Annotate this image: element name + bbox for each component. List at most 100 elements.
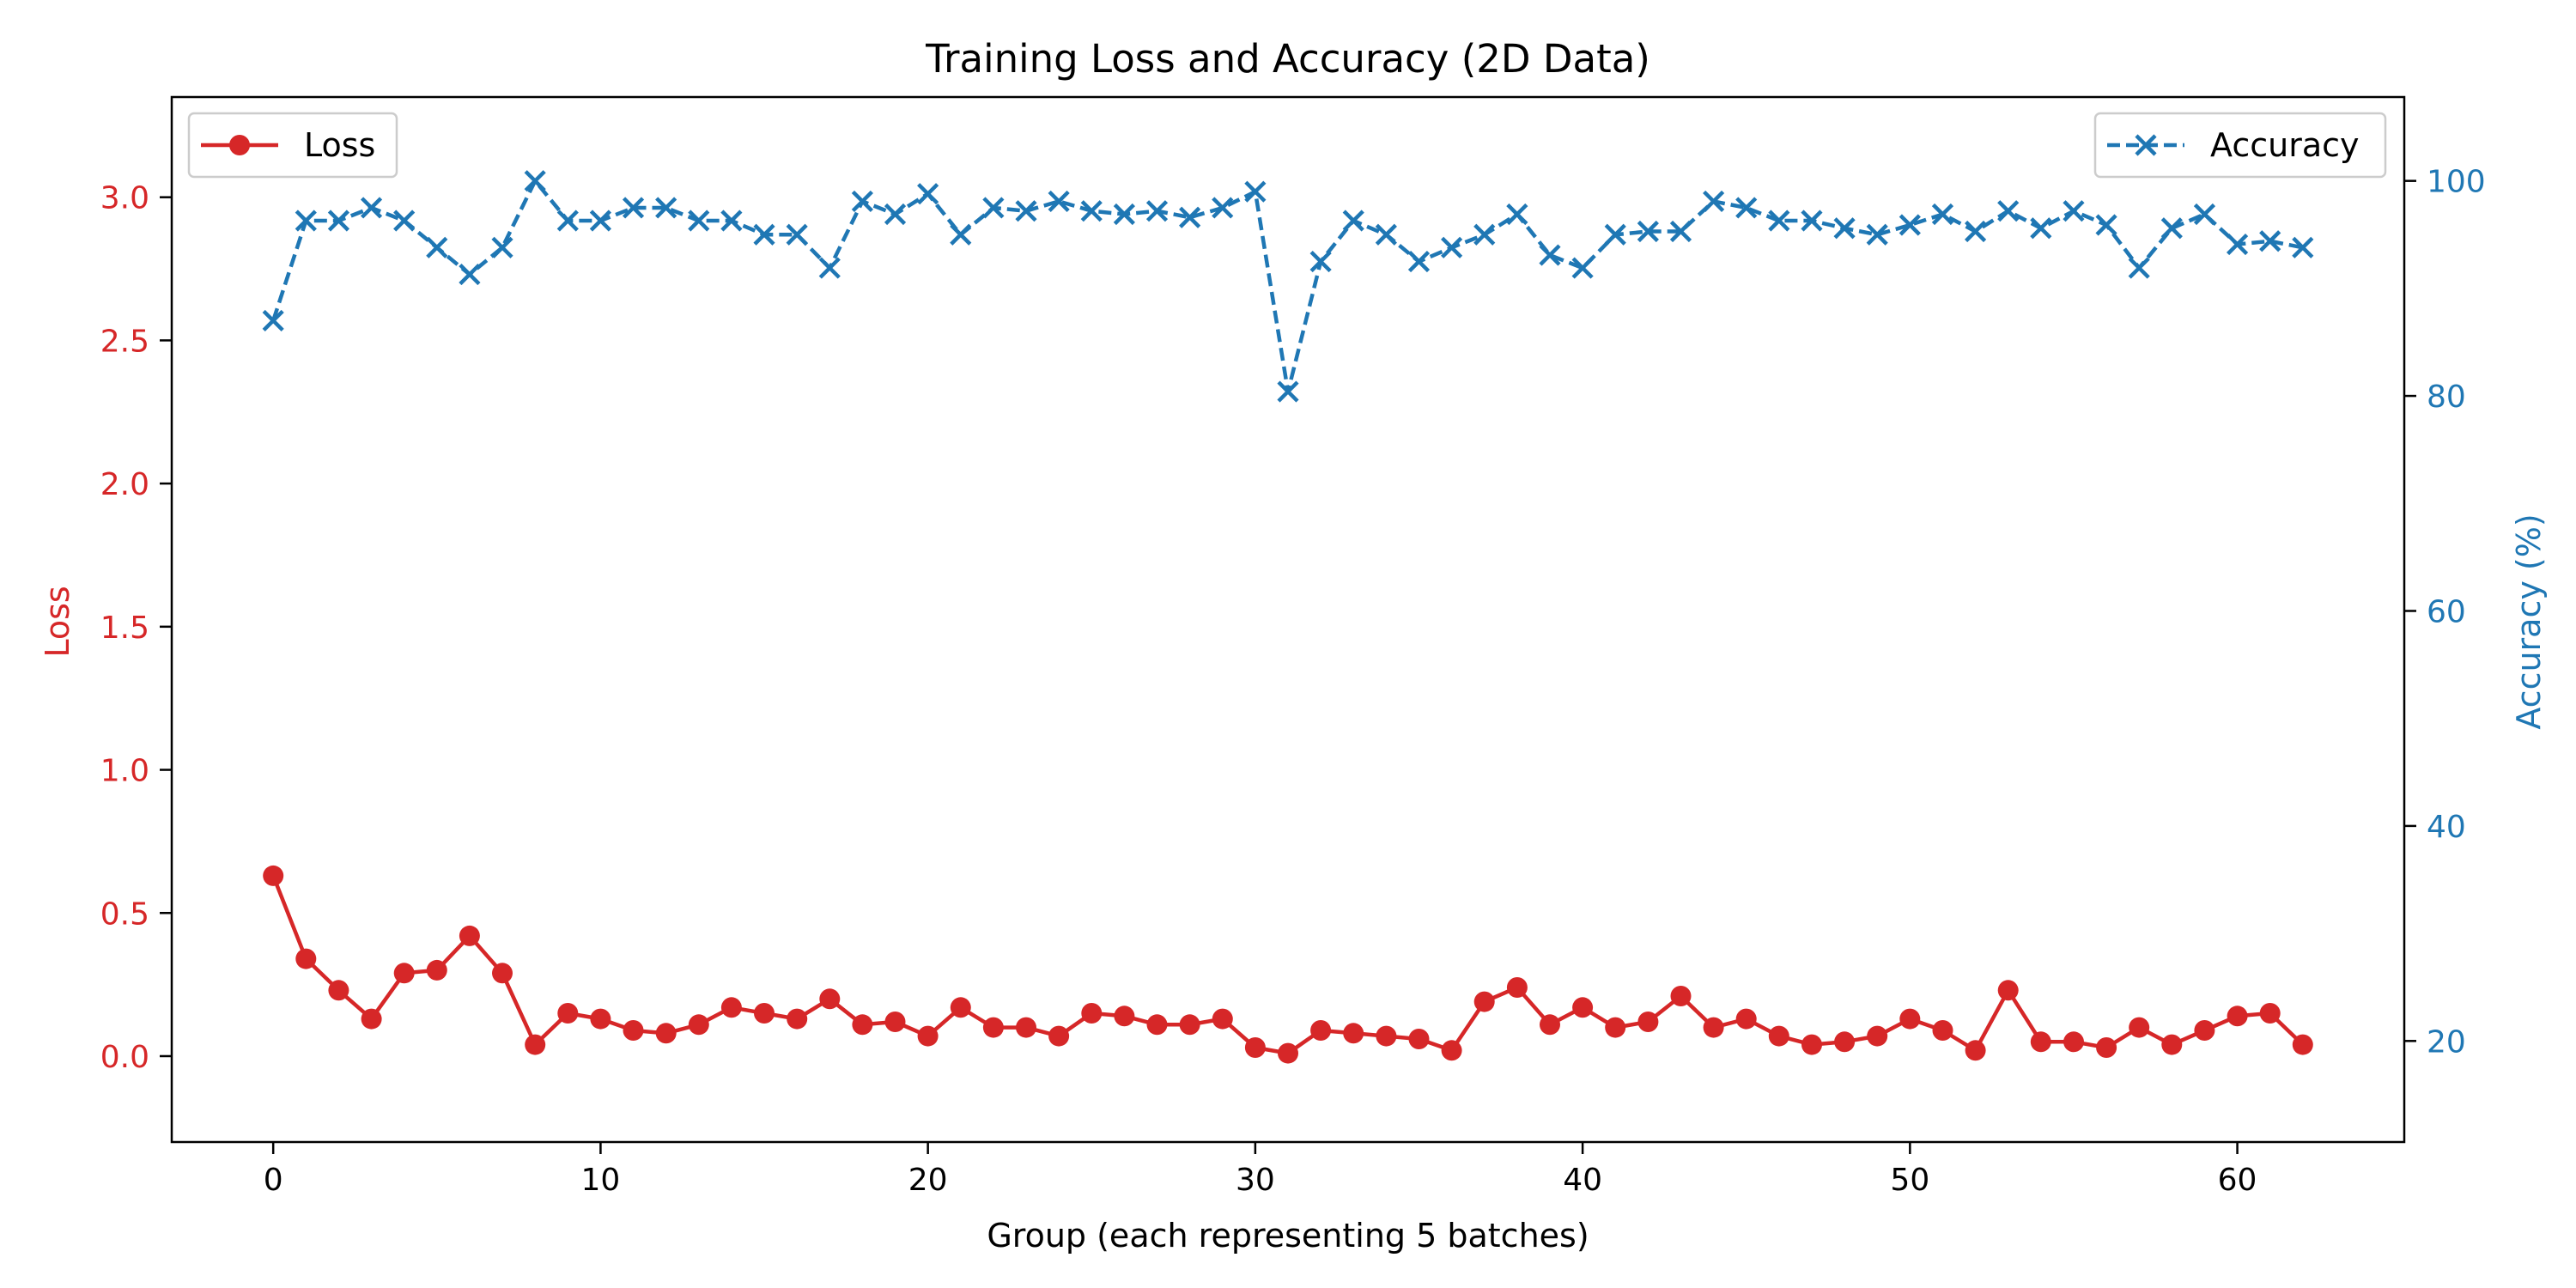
loss-point-23 [1016,1017,1036,1038]
axes: 0 10 20 30 40 50 60 0.0 0.5 1.0 1.5 2.0 2.5 3.0 20 40 60… [100,95,2486,1198]
loss-point-45 [1735,1008,1757,1030]
loss-point-39 [1540,1014,1560,1036]
accuracy-point-16 [786,223,808,246]
legend-accuracy-marker-icon [2135,134,2157,156]
loss-point-14 [720,997,742,1018]
accuracy-point-33 [1342,210,1364,232]
y-axis-label-right: Accuracy (%) [2510,513,2548,729]
loss-point-46 [1768,1025,1789,1047]
loss-point-7 [492,963,513,984]
loss-point-34 [1376,1025,1397,1047]
legend-loss-label: Loss [304,126,375,164]
accuracy-point-29 [1212,197,1234,219]
accuracy-point-9 [556,210,579,232]
loss-point-59 [2194,1020,2215,1041]
accuracy-point-5 [426,236,448,258]
accuracy-point-0 [262,309,284,332]
plot-frame [170,95,2406,1144]
accuracy-point-3 [360,197,383,219]
loss-point-62 [2292,1034,2313,1055]
loss-point-17 [819,988,841,1010]
accuracy-point-52 [1964,220,1987,243]
x-tick-label-20: 20 [908,1163,948,1198]
loss-point-16 [787,1008,808,1030]
accuracy-point-26 [1113,203,1135,226]
y-left-tick-label-2: 2.0 [100,467,149,502]
accuracy-point-55 [2063,200,2085,222]
accuracy-point-19 [884,203,907,226]
accuracy-point-39 [1539,244,1561,266]
y-axis-label-left: Loss [39,586,76,657]
plot-area [262,170,2314,1064]
legend-loss[interactable]: Loss [187,112,398,179]
accuracy-point-35 [1407,250,1431,273]
x-tick-label-0: 0 [264,1163,283,1198]
loss-point-30 [1244,1037,1266,1058]
loss-point-50 [1899,1008,1921,1030]
loss-point-5 [426,959,447,981]
loss-point-54 [2030,1031,2051,1053]
loss-point-25 [1081,1003,1103,1024]
y-right-tick-label-40: 40 [2427,810,2466,845]
accuracy-point-51 [1931,203,1954,226]
x-tick-label-50: 50 [1890,1163,1929,1198]
loss-point-61 [2259,1003,2281,1024]
accuracy-point-41 [1604,223,1626,246]
loss-point-49 [1867,1025,1888,1047]
y-right-tick-label-100: 100 [2427,165,2486,200]
accuracy-point-45 [1735,197,1758,219]
accuracy-point-58 [2160,217,2183,240]
loss-point-28 [1179,1014,1200,1036]
loss-point-9 [557,1003,579,1024]
accuracy-point-40 [1571,257,1594,279]
x-tick-label-10: 10 [581,1163,621,1198]
loss-point-19 [884,1012,906,1032]
accuracy-point-36 [1441,236,1463,258]
loss-point-37 [1473,991,1495,1012]
accuracy-point-11 [622,197,645,219]
accuracy-point-60 [2226,233,2249,256]
loss-point-29 [1212,1008,1233,1030]
y-right-tick-label-60: 60 [2427,594,2466,629]
legend-accuracy[interactable]: Accuracy [2093,112,2387,179]
accuracy-point-21 [950,223,972,246]
accuracy-point-34 [1375,223,1397,246]
y-left-tick-label-0: 0.0 [100,1040,149,1075]
x-axis-label: Group (each representing 5 batches) [987,1217,1589,1255]
accuracy-point-23 [1015,200,1037,222]
x-tick-label-60: 60 [2218,1163,2257,1198]
accuracy-point-61 [2259,230,2281,252]
loss-point-41 [1605,1017,1626,1038]
loss-point-58 [2161,1034,2183,1055]
accuracy-point-48 [1833,217,1856,240]
loss-point-44 [1703,1017,1724,1038]
loss-point-47 [1801,1034,1822,1055]
accuracy-point-53 [1997,200,2020,222]
accuracy-point-50 [1899,214,1921,236]
loss-point-33 [1343,1023,1364,1044]
accuracy-point-12 [655,197,677,219]
accuracy-point-46 [1768,210,1790,232]
accuracy-point-27 [1145,200,1169,222]
loss-point-8 [525,1034,546,1055]
accuracy-point-8 [524,170,546,192]
loss-point-56 [2096,1037,2117,1058]
loss-point-22 [982,1017,1004,1038]
loss-point-60 [2227,1005,2248,1027]
loss-point-31 [1278,1042,1298,1064]
accuracy-point-13 [688,210,710,232]
loss-point-35 [1408,1029,1430,1049]
accuracy-point-18 [851,190,873,213]
loss-point-48 [1834,1031,1856,1053]
loss-point-15 [754,1003,775,1024]
accuracy-point-25 [1080,200,1103,222]
accuracy-point-59 [2193,203,2216,226]
accuracy-point-20 [917,183,939,205]
accuracy-point-28 [1179,206,1201,228]
loss-point-13 [688,1014,709,1036]
loss-point-18 [852,1014,873,1036]
accuracy-point-1 [295,210,317,232]
loss-point-20 [917,1025,939,1047]
x-tick-label-30: 30 [1236,1163,1275,1198]
